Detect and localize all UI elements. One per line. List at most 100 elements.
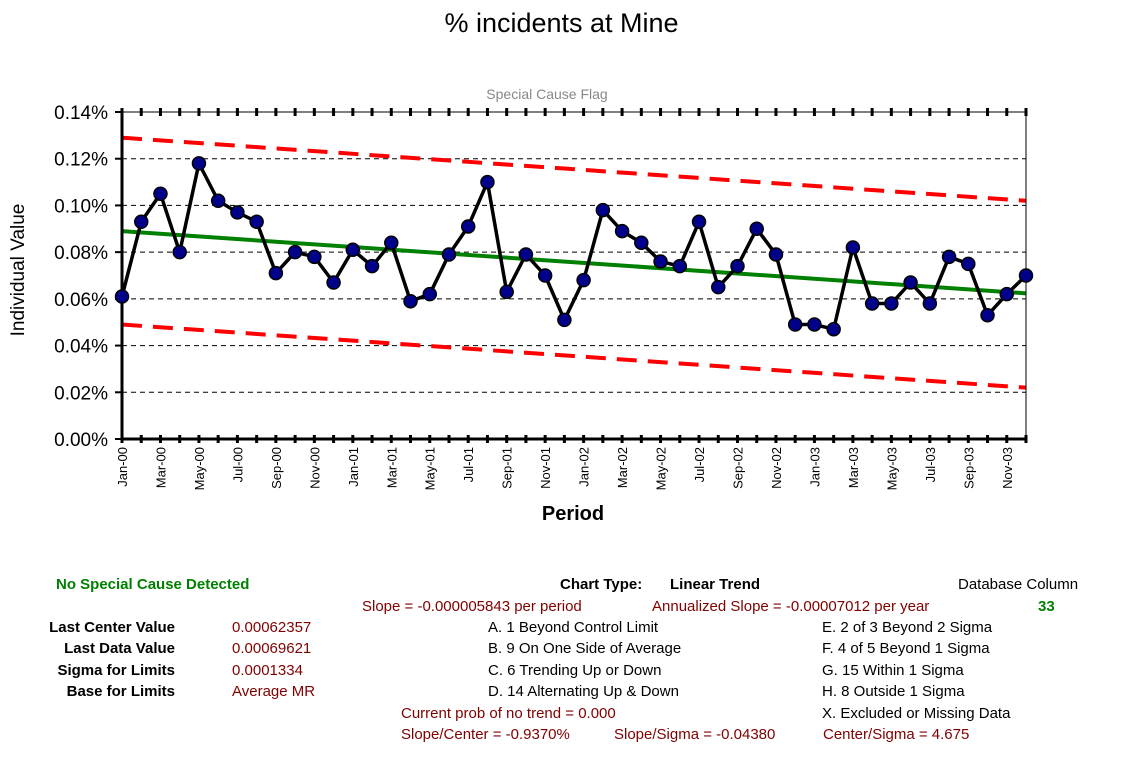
data-point xyxy=(749,221,764,237)
x-tick-label: Jan-01 xyxy=(346,447,361,487)
rule-e: E. 2 of 3 Beyond 2 Sigma xyxy=(822,619,993,636)
data-point xyxy=(634,235,649,251)
data-point xyxy=(941,249,957,265)
data-point xyxy=(576,272,591,288)
rule-g: G. 15 Within 1 Sigma xyxy=(822,662,964,679)
y-tick-label: 0.12% xyxy=(54,150,108,171)
data-point xyxy=(191,156,207,171)
x-tick-label: Mar-02 xyxy=(615,447,630,488)
x-tick-label: May-03 xyxy=(884,447,899,490)
y-tick-label: 0.00% xyxy=(54,430,108,451)
data-point xyxy=(557,312,572,328)
x-tick-label: Jul-00 xyxy=(230,447,245,482)
y-tick-label: 0.14% xyxy=(54,103,108,124)
x-tick-label: Mar-00 xyxy=(153,447,168,488)
data-point xyxy=(172,244,187,260)
data-point xyxy=(460,219,476,234)
rule-b: B. 9 On One Side of Average xyxy=(488,640,682,657)
data-point xyxy=(249,214,264,230)
chart-type-label: Chart Type: xyxy=(560,576,643,593)
data-point xyxy=(653,254,668,269)
data-point xyxy=(961,256,976,272)
data-point xyxy=(614,223,630,239)
data-point xyxy=(884,296,899,311)
data-point xyxy=(537,268,553,283)
x-tick-label: Jan-03 xyxy=(807,447,822,487)
x-tick-label: May-00 xyxy=(192,447,207,490)
last-data-value: 0.00069621 xyxy=(232,640,312,657)
chart-title: % incidents at Mine xyxy=(444,8,679,38)
ucl-line xyxy=(121,135,1027,203)
data-point xyxy=(268,265,284,281)
data-point xyxy=(384,235,399,251)
database-column-label: Database Column xyxy=(958,576,1079,593)
rule-x: X. Excluded or Missing Data xyxy=(822,705,1011,722)
status-text: No Special Cause Detected xyxy=(56,576,250,593)
rule-c: C. 6 Trending Up or Down xyxy=(488,662,662,679)
x-tick-label: May-02 xyxy=(654,447,669,490)
x-tick-label: May-01 xyxy=(423,447,438,490)
slope-center: Slope/Center = -0.9370% xyxy=(401,726,570,743)
y-tick-label: 0.08% xyxy=(54,243,108,264)
x-tick-label: Nov-01 xyxy=(538,447,553,489)
base-label: Base for Limits xyxy=(66,683,175,700)
annualized-slope-text: Annualized Slope = -0.00007012 per year xyxy=(652,598,930,615)
x-tick-label: Jan-00 xyxy=(115,447,130,487)
data-point xyxy=(133,214,149,230)
data-point xyxy=(595,202,611,218)
x-tick-label: Jul-03 xyxy=(923,447,938,482)
data-point xyxy=(210,193,226,209)
data-point xyxy=(672,258,688,274)
base-value: Average MR xyxy=(232,683,316,700)
data-point xyxy=(518,247,534,262)
data-point xyxy=(153,186,168,201)
data-point xyxy=(345,242,361,258)
rule-h: H. 8 Outside 1 Sigma xyxy=(822,683,965,700)
x-tick-label: Nov-00 xyxy=(307,447,322,489)
data-point xyxy=(114,289,130,304)
data-point xyxy=(845,240,861,255)
chart-type-value: Linear Trend xyxy=(670,576,761,593)
data-point xyxy=(1018,268,1034,283)
y-tick-label: 0.06% xyxy=(54,290,108,311)
data-point xyxy=(999,286,1015,302)
prob-no-trend: Current prob of no trend = 0.000 xyxy=(401,705,616,722)
data-point xyxy=(230,205,245,220)
data-point xyxy=(480,174,495,190)
last-center-value: 0.00062357 xyxy=(232,619,312,636)
x-tick-label: Sep-03 xyxy=(961,447,976,489)
lcl-line xyxy=(121,322,1027,390)
x-tick-label: Mar-03 xyxy=(846,447,861,488)
data-point xyxy=(768,247,784,262)
data-point xyxy=(499,284,514,300)
special-cause-flag-label: Special Cause Flag xyxy=(486,86,608,102)
x-tick-label: Sep-01 xyxy=(500,447,515,489)
slope-text: Slope = -0.000005843 per period xyxy=(362,598,582,615)
data-point xyxy=(422,286,437,302)
database-column-value: 33 xyxy=(1038,598,1055,615)
x-tick-label: Jan-02 xyxy=(577,447,592,487)
x-tick-label: Jul-02 xyxy=(692,447,707,482)
slope-sigma: Slope/Sigma = -0.04380 xyxy=(614,726,776,743)
x-tick-label: Sep-00 xyxy=(269,447,284,489)
data-point xyxy=(864,296,880,311)
data-point xyxy=(691,214,707,230)
y-tick-label: 0.02% xyxy=(54,383,108,404)
sigma-value: 0.0001334 xyxy=(232,662,303,679)
data-point xyxy=(711,279,726,295)
data-point xyxy=(730,258,745,274)
sigma-label: Sigma for Limits xyxy=(57,662,175,679)
rule-f: F. 4 of 5 Beyond 1 Sigma xyxy=(822,640,990,657)
data-point xyxy=(287,244,303,260)
last-data-label: Last Data Value xyxy=(64,640,175,657)
data-point xyxy=(403,293,418,309)
x-tick-label: Sep-02 xyxy=(730,447,745,489)
x-tick-label: Jul-01 xyxy=(461,447,476,482)
y-tick-label: 0.10% xyxy=(54,196,108,217)
data-point xyxy=(903,275,918,290)
center-line xyxy=(121,229,1027,296)
data-point xyxy=(980,307,995,323)
data-point xyxy=(307,249,322,265)
x-axis-label: Period xyxy=(541,503,605,525)
last-center-label: Last Center Value xyxy=(49,619,175,636)
